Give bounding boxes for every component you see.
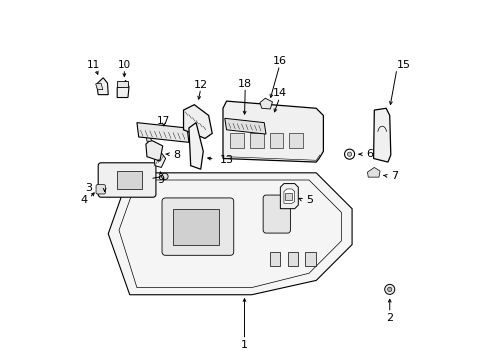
Text: 10: 10 bbox=[118, 59, 131, 69]
Text: 2: 2 bbox=[386, 313, 392, 323]
Text: 1: 1 bbox=[241, 340, 247, 350]
Polygon shape bbox=[108, 173, 351, 295]
Bar bbox=[289, 134, 303, 148]
Polygon shape bbox=[117, 80, 129, 98]
Circle shape bbox=[346, 152, 351, 156]
Text: 7: 7 bbox=[390, 171, 397, 181]
Text: 16: 16 bbox=[272, 56, 286, 66]
Bar bbox=[172, 209, 219, 244]
Polygon shape bbox=[145, 140, 163, 161]
Polygon shape bbox=[224, 118, 265, 134]
Bar bbox=[117, 171, 142, 189]
Polygon shape bbox=[117, 81, 128, 87]
Polygon shape bbox=[373, 108, 390, 162]
Polygon shape bbox=[367, 167, 379, 177]
Text: 12: 12 bbox=[193, 80, 207, 90]
Bar bbox=[249, 134, 263, 148]
Polygon shape bbox=[284, 189, 294, 203]
Polygon shape bbox=[188, 123, 203, 169]
Polygon shape bbox=[260, 98, 272, 109]
Text: 9: 9 bbox=[158, 175, 164, 185]
Polygon shape bbox=[154, 151, 165, 167]
Circle shape bbox=[384, 284, 394, 294]
Circle shape bbox=[162, 173, 168, 180]
Polygon shape bbox=[101, 166, 153, 194]
Circle shape bbox=[387, 287, 391, 292]
Text: 18: 18 bbox=[238, 79, 252, 89]
Polygon shape bbox=[223, 101, 323, 162]
Text: 13: 13 bbox=[219, 155, 233, 165]
Polygon shape bbox=[183, 105, 212, 138]
FancyBboxPatch shape bbox=[263, 195, 290, 233]
Bar bbox=[269, 134, 283, 148]
Bar bbox=[305, 252, 315, 266]
Text: 14: 14 bbox=[272, 88, 286, 98]
Polygon shape bbox=[280, 184, 298, 209]
Text: 8: 8 bbox=[172, 150, 180, 160]
Bar bbox=[230, 134, 244, 148]
Bar bbox=[284, 193, 291, 200]
Text: 5: 5 bbox=[306, 195, 313, 206]
Polygon shape bbox=[146, 135, 151, 141]
Polygon shape bbox=[97, 78, 108, 95]
Text: 15: 15 bbox=[396, 60, 410, 70]
FancyBboxPatch shape bbox=[162, 198, 233, 255]
FancyBboxPatch shape bbox=[96, 185, 105, 194]
Bar bbox=[287, 252, 297, 266]
Text: 6: 6 bbox=[366, 149, 373, 159]
Text: 11: 11 bbox=[87, 59, 101, 69]
Bar bbox=[269, 252, 279, 266]
Text: 4: 4 bbox=[80, 195, 87, 205]
Polygon shape bbox=[96, 83, 102, 90]
Text: 17: 17 bbox=[157, 116, 170, 126]
FancyBboxPatch shape bbox=[98, 163, 156, 197]
Polygon shape bbox=[137, 123, 188, 142]
Text: 3: 3 bbox=[85, 183, 92, 193]
